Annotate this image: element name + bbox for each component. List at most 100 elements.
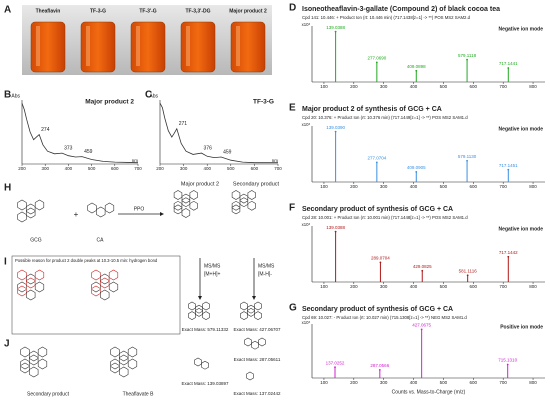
vial-highlight (36, 26, 40, 66)
exact-mass: Exact Mass: 287.05611 (234, 357, 281, 362)
structure-ring (91, 285, 101, 297)
panel-label: I (4, 257, 7, 268)
peak-label: 717.1441 (499, 61, 518, 66)
structure-ring (247, 200, 256, 211)
structure-ring (26, 289, 36, 301)
exact-mass: Exact Mass: 139.03897 (181, 381, 229, 386)
mode-annotation: Negative ion mode (499, 26, 544, 32)
structure-ring (17, 199, 27, 211)
x-tick-label: 600 (470, 380, 478, 385)
peak-label: 277.0704 (367, 156, 386, 161)
product-label: Secondary product (233, 181, 280, 187)
structure-ring (239, 193, 249, 204)
chart-title: Major product 2 of synthesis of GCG + CA (302, 106, 442, 113)
peak-label: 277.0690 (367, 56, 386, 61)
structure-ring (202, 301, 210, 311)
structure-ring (119, 354, 129, 366)
peak-marker (415, 171, 418, 173)
structure-ring (110, 362, 120, 374)
peak-marker (507, 67, 510, 69)
structure-ring (29, 366, 39, 378)
peak-marker (378, 369, 381, 371)
arrow-head (252, 296, 256, 300)
x-tick-label: 200 (350, 380, 358, 385)
peak-label: 139.0388 (326, 225, 345, 230)
peak-label: 287.0566 (370, 363, 389, 368)
msms-label: MS/MS (204, 263, 221, 269)
structure-ring (104, 202, 115, 214)
structure-ring (240, 301, 248, 311)
vials: Theaflavin TF-3-G TF-3'-G TF-3,3'-DG Major p… (30, 8, 267, 73)
x-tick-label: 400 (410, 380, 418, 385)
peak-marker (506, 363, 509, 366)
structure-ring (20, 358, 30, 370)
note-box (11, 255, 181, 335)
peak-label: 139.0390 (326, 125, 345, 130)
structure-ring (119, 350, 129, 362)
peak-label: 289.0704 (371, 256, 390, 261)
x-tick-label: 300 (380, 284, 388, 289)
x-tick-label: 200 (350, 284, 358, 289)
x-tick-label: 400 (410, 284, 418, 289)
chart-subtitle: Cpd 141: 10.446: + Product Ion (rt: 10.4… (302, 15, 471, 20)
x-tick-label: 700 (499, 84, 507, 89)
y-axis-label: Abs (149, 93, 158, 99)
chart-title: Isoneotheaflavin-3-gallate (Compound 2) … (302, 6, 500, 13)
x-tick-label: 400 (203, 166, 211, 171)
structure-ring (231, 204, 241, 215)
structure-ring (20, 362, 30, 374)
structure-ring (189, 200, 198, 211)
peak-marker (507, 168, 510, 171)
panel-label: F (289, 203, 295, 214)
peak-label: 409.0898 (407, 64, 426, 69)
structure-ring (119, 366, 129, 378)
structure-ring (34, 269, 45, 281)
structure-ring (201, 360, 209, 370)
structure-ring (34, 199, 45, 211)
x-tick-label: 700 (274, 166, 282, 171)
structure-ring (251, 340, 259, 350)
x-tick-label: 500 (440, 84, 448, 89)
peak-label: 459 (223, 149, 232, 155)
reactant-label: CA (97, 237, 105, 243)
chart-title: Secondary product of synthesis of GCG + … (302, 306, 453, 313)
structure-ring (247, 308, 255, 317)
structure-ring (231, 190, 241, 200)
peak-label: 373 (64, 145, 73, 151)
x-tick-label: 400 (65, 166, 73, 171)
peak-marker (420, 328, 423, 331)
vial-highlight (136, 26, 140, 66)
peak-marker (375, 61, 378, 64)
structure-ring (91, 269, 101, 281)
peak-label: 139.0388 (326, 25, 345, 30)
structure-ring (108, 281, 119, 293)
structure-ring (127, 346, 138, 358)
panel-label: A (4, 5, 11, 16)
peak-label: 581.1116 (459, 268, 478, 273)
structure-label: Theaflavate B (123, 391, 155, 397)
enzyme-label: PPO (134, 206, 145, 212)
x-tick-label: 600 (111, 166, 119, 171)
x-tick-label: 300 (380, 184, 388, 189)
peak-marker (334, 30, 337, 33)
x-tick-label: 800 (529, 284, 537, 289)
x-tick-label: 200 (156, 166, 164, 171)
reactant-label: GCG (30, 237, 42, 243)
exact-mass: Exact Mass: 579.11332 (182, 327, 229, 332)
x-tick-label: 800 (529, 84, 537, 89)
vial-highlight (236, 26, 240, 66)
peak-label: 137.0252 (326, 360, 345, 365)
product-label: Major product 2 (181, 181, 219, 187)
structure-ring (110, 358, 120, 370)
x-tick-label: 300 (380, 84, 388, 89)
peak-marker (415, 69, 418, 72)
structure-ring (188, 311, 196, 320)
x-axis-label: nm (132, 158, 139, 163)
peak-marker (379, 261, 382, 264)
structure-ring (100, 277, 110, 289)
x-tick-label: 500 (440, 184, 448, 189)
x-tick-label: 600 (470, 284, 478, 289)
y-unit: x10³ (302, 22, 311, 27)
vial-highlight (186, 26, 190, 66)
structure-ring (108, 269, 119, 281)
